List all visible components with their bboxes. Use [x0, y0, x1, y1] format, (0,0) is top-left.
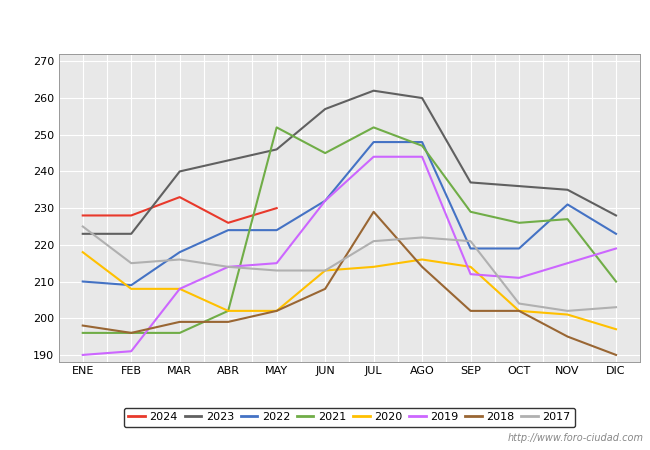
Text: Afiliados en Camarasa a 31/5/2024: Afiliados en Camarasa a 31/5/2024 — [163, 14, 487, 33]
Legend: 2024, 2023, 2022, 2021, 2020, 2019, 2018, 2017: 2024, 2023, 2022, 2021, 2020, 2019, 2018… — [124, 408, 575, 427]
Text: http://www.foro-ciudad.com: http://www.foro-ciudad.com — [508, 433, 644, 443]
